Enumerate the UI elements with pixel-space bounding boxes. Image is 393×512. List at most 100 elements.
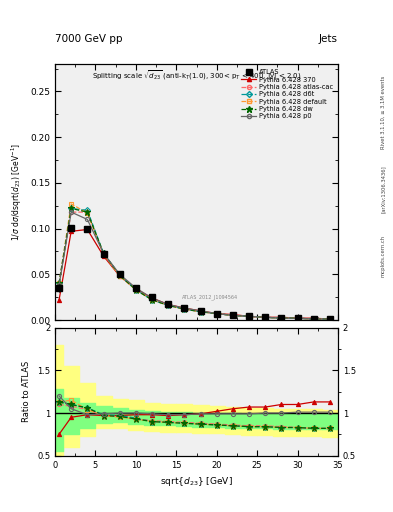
Text: Rivet 3.1.10, ≥ 3.1M events: Rivet 3.1.10, ≥ 3.1M events — [381, 76, 386, 150]
Pythia 6.428 370 — [263, 314, 268, 321]
Pythia 6.428 370 — [214, 310, 219, 316]
Pythia 6.428 370 — [327, 316, 332, 322]
Pythia 6.428 default — [85, 210, 90, 216]
Pythia 6.428 370 — [57, 297, 61, 303]
Pythia 6.428 d6t — [214, 310, 219, 316]
Pythia 6.428 370 — [134, 286, 138, 292]
Pythia 6.428 p0 — [311, 316, 316, 322]
Pythia 6.428 atlas-cac — [311, 316, 316, 322]
Pythia 6.428 atlas-cac — [231, 312, 235, 318]
Pythia 6.428 atlas-cac — [69, 209, 73, 215]
Pythia 6.428 p0 — [198, 308, 203, 314]
Pythia 6.428 default — [279, 315, 284, 321]
Pythia 6.428 atlas-cac — [327, 316, 332, 322]
Pythia 6.428 370 — [69, 228, 73, 234]
Line: Pythia 6.428 dw: Pythia 6.428 dw — [56, 205, 333, 322]
Pythia 6.428 370 — [279, 314, 284, 321]
Pythia 6.428 d6t — [182, 306, 187, 312]
Line: Pythia 6.428 p0: Pythia 6.428 p0 — [57, 210, 332, 321]
Text: Jets: Jets — [319, 33, 338, 44]
Pythia 6.428 p0 — [247, 313, 252, 319]
Line: Pythia 6.428 default: Pythia 6.428 default — [57, 202, 332, 321]
Pythia 6.428 p0 — [263, 314, 268, 321]
Pythia 6.428 d6t — [134, 287, 138, 293]
Pythia 6.428 default — [295, 315, 300, 321]
Pythia 6.428 p0 — [134, 285, 138, 291]
Pythia 6.428 370 — [85, 226, 90, 232]
Pythia 6.428 default — [134, 287, 138, 293]
Pythia 6.428 dw — [247, 313, 252, 319]
Pythia 6.428 d6t — [311, 316, 316, 322]
Pythia 6.428 d6t — [247, 313, 252, 319]
Pythia 6.428 default — [101, 251, 106, 257]
Pythia 6.428 default — [166, 302, 171, 308]
Y-axis label: Ratio to ATLAS: Ratio to ATLAS — [22, 361, 31, 422]
Pythia 6.428 dw — [279, 315, 284, 321]
Line: Pythia 6.428 atlas-cac: Pythia 6.428 atlas-cac — [57, 210, 332, 321]
Pythia 6.428 d6t — [57, 281, 61, 287]
Pythia 6.428 dw — [85, 209, 90, 215]
Pythia 6.428 dw — [134, 287, 138, 293]
Pythia 6.428 370 — [295, 315, 300, 321]
Pythia 6.428 370 — [101, 253, 106, 259]
Pythia 6.428 default — [182, 306, 187, 312]
Text: 7000 GeV pp: 7000 GeV pp — [55, 33, 123, 44]
Pythia 6.428 p0 — [327, 316, 332, 322]
Pythia 6.428 d6t — [69, 205, 73, 211]
Pythia 6.428 p0 — [118, 271, 122, 278]
Pythia 6.428 d6t — [166, 302, 171, 308]
Pythia 6.428 default — [118, 273, 122, 279]
Pythia 6.428 atlas-cac — [134, 287, 138, 293]
Pythia 6.428 default — [69, 201, 73, 207]
Pythia 6.428 atlas-cac — [166, 302, 171, 308]
Pythia 6.428 d6t — [118, 272, 122, 279]
Pythia 6.428 default — [263, 314, 268, 321]
Pythia 6.428 d6t — [150, 297, 154, 303]
Pythia 6.428 dw — [101, 250, 106, 257]
Pythia 6.428 d6t — [231, 312, 235, 318]
Text: Splitting scale $\sqrt{d_{23}}$ (anti-k$_T$(1.0), 300< p$_T$ < 400, |y| < 2.0): Splitting scale $\sqrt{d_{23}}$ (anti-k$… — [92, 69, 301, 83]
Pythia 6.428 default — [247, 313, 252, 319]
Pythia 6.428 p0 — [85, 217, 90, 223]
Pythia 6.428 p0 — [214, 310, 219, 316]
Pythia 6.428 atlas-cac — [295, 315, 300, 321]
Pythia 6.428 atlas-cac — [101, 251, 106, 257]
Pythia 6.428 370 — [118, 273, 122, 279]
Pythia 6.428 dw — [214, 310, 219, 316]
Pythia 6.428 dw — [263, 314, 268, 321]
Pythia 6.428 p0 — [231, 312, 235, 318]
Pythia 6.428 default — [311, 316, 316, 322]
Pythia 6.428 dw — [327, 316, 332, 322]
Pythia 6.428 370 — [247, 313, 252, 319]
Pythia 6.428 default — [327, 316, 332, 322]
Pythia 6.428 atlas-cac — [118, 272, 122, 279]
Text: [arXiv:1306.3436]: [arXiv:1306.3436] — [381, 165, 386, 214]
Pythia 6.428 370 — [150, 295, 154, 301]
Pythia 6.428 default — [214, 310, 219, 316]
Pythia 6.428 dw — [295, 315, 300, 321]
Line: Pythia 6.428 370: Pythia 6.428 370 — [57, 227, 332, 321]
Pythia 6.428 dw — [118, 272, 122, 279]
Pythia 6.428 370 — [311, 315, 316, 321]
Pythia 6.428 dw — [166, 302, 171, 308]
Pythia 6.428 p0 — [166, 302, 171, 308]
Pythia 6.428 default — [198, 309, 203, 315]
Pythia 6.428 p0 — [57, 282, 61, 288]
Pythia 6.428 dw — [150, 297, 154, 303]
Pythia 6.428 dw — [69, 205, 73, 211]
Pythia 6.428 atlas-cac — [182, 306, 187, 312]
Y-axis label: $1/\sigma$ d$\sigma$/dsqrt($d_{23}$) [GeV$^{-1}$]: $1/\sigma$ d$\sigma$/dsqrt($d_{23}$) [Ge… — [10, 143, 24, 241]
Pythia 6.428 dw — [198, 309, 203, 315]
Pythia 6.428 p0 — [295, 315, 300, 321]
Pythia 6.428 default — [57, 281, 61, 287]
Pythia 6.428 atlas-cac — [85, 209, 90, 215]
Pythia 6.428 p0 — [182, 305, 187, 311]
Pythia 6.428 atlas-cac — [247, 313, 252, 319]
Pythia 6.428 p0 — [150, 295, 154, 301]
Pythia 6.428 d6t — [279, 315, 284, 321]
Pythia 6.428 d6t — [295, 315, 300, 321]
Text: ATLAS_2012_J1094564: ATLAS_2012_J1094564 — [182, 294, 239, 300]
Pythia 6.428 d6t — [263, 314, 268, 321]
Pythia 6.428 p0 — [279, 315, 284, 321]
Pythia 6.428 atlas-cac — [263, 314, 268, 321]
